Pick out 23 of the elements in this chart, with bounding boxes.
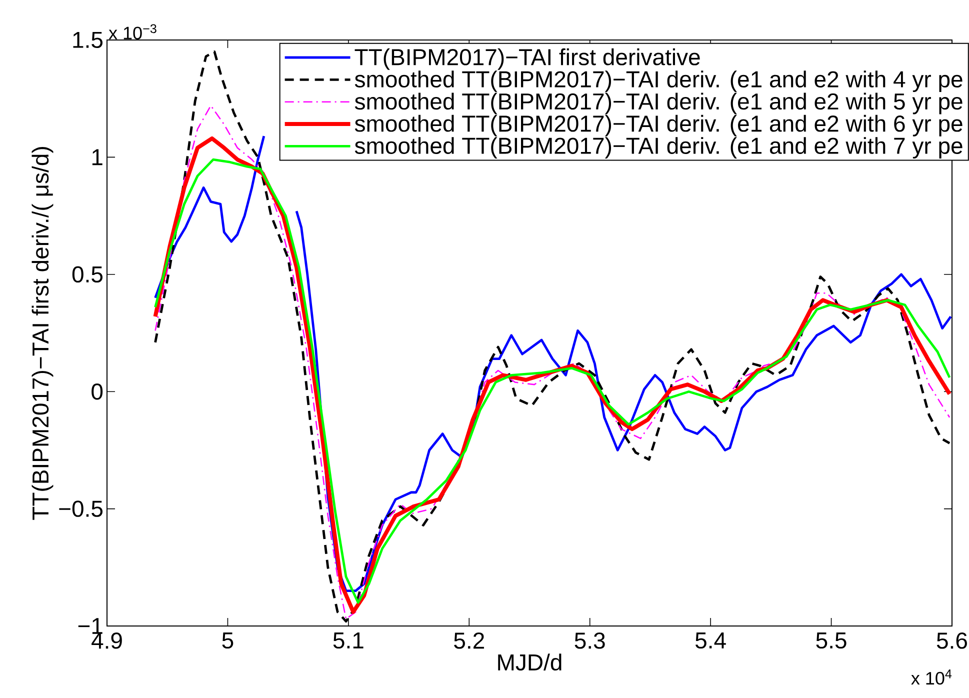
text: x 10$^{−3}$ [108,24,156,40]
legend-label: smoothed TT(BIPM2017)−TAI deriv. (e1 and e2 with 4 yr pe [354,70,962,92]
y-tick-label: 0.5 [72,266,103,283]
y-tick-label: 1 [92,149,102,166]
x-tick-label: 5.4 [696,632,726,649]
text: x 10$^{4}$ [911,670,952,685]
legend-label: smoothed TT(BIPM2017)−TAI deriv. (e1 and e2 with 7 yr pe [354,137,962,159]
y-tick-label: −0.5 [59,500,103,517]
y-axis-title: TT(BIPM2017)−TAI first deriv./( μs/d) [32,147,54,520]
legend-label: smoothed TT(BIPM2017)−TAI deriv. (e1 and e2 with 6 yr pe [354,114,962,136]
y-tick-label: −1 [78,618,102,634]
x-tick-label: 5.6 [936,632,967,649]
legend-label: smoothed TT(BIPM2017)−TAI deriv. (e1 and e2 with 5 yr pe [354,92,962,114]
x-tick-label: 5.3 [574,632,605,649]
y-tick-label: 1.5 [73,32,103,48]
y-tick-label: 0 [92,383,103,400]
legend-label: TT(BIPM2017)−TAI first derivative [354,48,700,70]
x-tick-label: 5.2 [454,632,484,649]
x-axis-title: MJD/d [498,654,562,671]
x-tick-label: 5 [222,632,234,649]
x-tick-label: 5.5 [816,632,846,649]
x-tick-label: 5.1 [333,632,364,649]
x-tick-label: 4.9 [92,632,122,649]
